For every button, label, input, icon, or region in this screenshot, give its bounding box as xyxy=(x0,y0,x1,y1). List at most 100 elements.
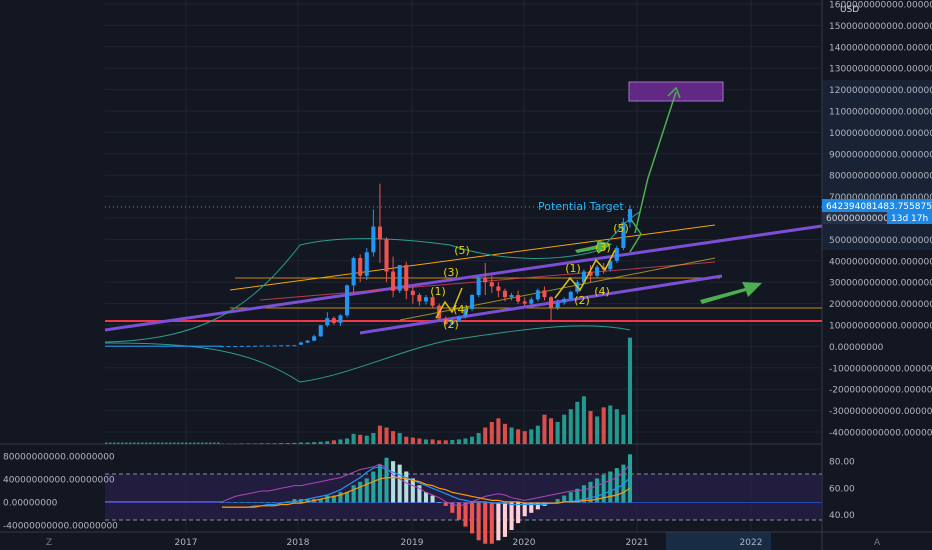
trend-line-orange[interactable] xyxy=(229,224,716,291)
wave-label-first: (2) xyxy=(443,318,459,331)
volume-bar-early xyxy=(189,442,192,444)
time-axis-corner-right[interactable]: A xyxy=(874,538,881,548)
osc-histogram-bar xyxy=(575,488,580,503)
osc-histogram-bar xyxy=(522,502,527,517)
osc-histogram-bar xyxy=(410,478,415,503)
green-arrow-small[interactable] xyxy=(575,240,612,254)
volume-bar xyxy=(470,436,475,444)
price-tick-label: 500000000000.00000000 xyxy=(829,236,932,246)
osc-histogram-bar xyxy=(562,495,567,503)
osc-histogram-bar xyxy=(358,481,363,503)
candle-body xyxy=(259,345,264,347)
volume-bar-early xyxy=(209,442,212,444)
candle-body xyxy=(252,345,257,347)
wave-label-first: (1) xyxy=(430,285,446,298)
wave-label-first: (3) xyxy=(443,266,459,279)
volume-bar xyxy=(621,414,626,444)
price-tick-label: 1400000000000.00000000 xyxy=(829,43,932,53)
osc-histogram-bar xyxy=(529,502,534,513)
channel-lower-line[interactable] xyxy=(359,274,723,335)
osc-right-tick: 40.00 xyxy=(829,511,855,521)
volume-bar-early xyxy=(213,442,216,444)
candle-body xyxy=(285,345,290,347)
volume-bar xyxy=(397,433,402,444)
time-tick-label: 2018 xyxy=(287,538,310,548)
wave-path-2 xyxy=(554,249,616,299)
volume-bar xyxy=(246,443,251,444)
last-price-tag xyxy=(822,199,932,212)
volume-bar xyxy=(252,443,257,444)
osc-histogram-bar xyxy=(588,481,593,503)
time-axis[interactable]: 2017 2018 2019 2020 2021 2022 xyxy=(175,538,763,548)
candle-body xyxy=(608,260,613,270)
osc-histogram-bar xyxy=(476,502,481,541)
volume-bar xyxy=(456,439,461,444)
candle-body xyxy=(331,318,336,323)
volume-bar xyxy=(351,433,356,444)
volume-bar-early xyxy=(137,442,140,444)
candle-body xyxy=(476,277,481,296)
wave-label-second: (5) xyxy=(613,222,629,235)
candle-body xyxy=(226,346,231,348)
target-projection-line[interactable] xyxy=(634,91,677,234)
volume-bar-early xyxy=(173,442,176,444)
osc-histogram-bar xyxy=(305,499,310,503)
time-axis-corner-left[interactable]: Z xyxy=(46,538,52,548)
volume-bar xyxy=(489,422,494,444)
candle-body xyxy=(344,285,350,316)
candle-body xyxy=(292,345,297,347)
candle-body xyxy=(450,320,455,324)
volume-bar xyxy=(443,440,448,444)
osc-histogram-bar xyxy=(601,474,606,503)
volume-bar-early xyxy=(117,442,120,444)
candle-body xyxy=(562,298,567,303)
osc-histogram-bar xyxy=(535,502,540,510)
volume-bar xyxy=(588,411,593,444)
osc-histogram-bar xyxy=(417,485,422,503)
osc-histogram-bar xyxy=(581,485,586,503)
price-axis[interactable]: 1600000000000.00000000 1500000000000.0000… xyxy=(829,1,932,439)
price-tick-label: 700000000000.00000000 xyxy=(829,193,932,203)
osc-left-tick: 0.00000000 xyxy=(3,498,58,508)
candlesticks[interactable] xyxy=(105,183,633,348)
pullback-path[interactable] xyxy=(627,214,642,253)
green-arrow-right[interactable] xyxy=(700,282,762,304)
volume-bar xyxy=(542,414,547,444)
candle-body xyxy=(483,277,488,283)
candle-body xyxy=(417,295,422,302)
candle-body xyxy=(502,290,508,298)
wave-label-first: (5) xyxy=(454,244,470,257)
volume-bar xyxy=(404,436,409,444)
osc-histogram-bar xyxy=(384,457,389,503)
volume-bar-early xyxy=(105,442,108,444)
osc-histogram-bar xyxy=(502,502,508,537)
volume-bar xyxy=(325,441,330,444)
volume-bar xyxy=(423,439,429,444)
osc-histogram-bar xyxy=(351,485,356,503)
volume-bar-early xyxy=(161,442,164,444)
candle-body xyxy=(325,318,330,326)
signal-line xyxy=(222,477,631,508)
candle-body xyxy=(470,295,475,309)
osc-histogram-bar xyxy=(292,499,297,503)
channel-upper-line[interactable] xyxy=(104,224,823,332)
candle-body xyxy=(621,222,626,248)
volume-bar xyxy=(595,416,600,444)
osc-histogram-bar xyxy=(364,478,369,503)
osc-histogram-bar xyxy=(344,492,350,503)
volume-bar-early xyxy=(165,442,168,444)
volume-bar xyxy=(476,433,481,444)
volume-bar-early xyxy=(193,442,196,444)
time-range-highlight xyxy=(666,532,771,550)
trend-line-red[interactable] xyxy=(259,261,716,301)
volume-bar xyxy=(430,439,435,444)
price-tick-label: -400000000000.00000000 xyxy=(829,429,932,439)
volume-bar xyxy=(298,442,304,444)
target-box[interactable] xyxy=(628,81,724,102)
osc-histogram-bar xyxy=(219,502,225,503)
osc-histogram-bar xyxy=(568,492,573,503)
rsi-line xyxy=(105,463,631,507)
candle-body xyxy=(509,295,514,298)
